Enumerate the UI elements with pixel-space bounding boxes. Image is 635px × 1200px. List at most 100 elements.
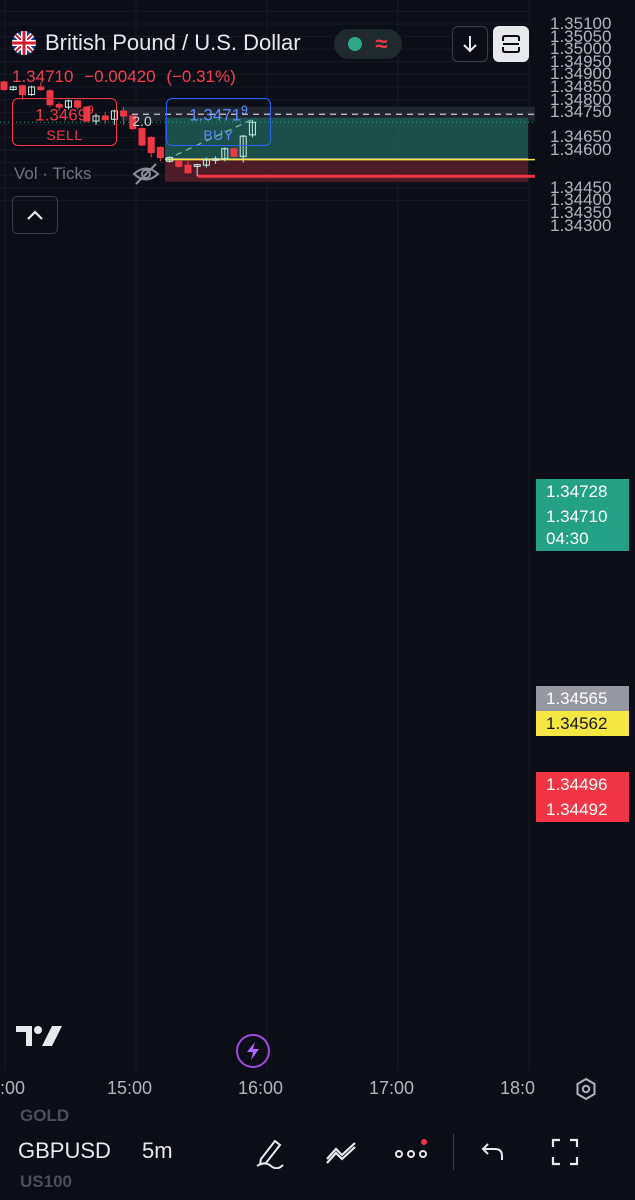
target-price-badge: 1.34728 — [536, 479, 629, 504]
price-change-row: 1.34710 −0.00420 (−0.31%) — [12, 67, 242, 87]
drawing-tools-button[interactable] — [252, 1134, 288, 1170]
volume-label: Vol · Ticks — [14, 164, 92, 183]
sell-price: 1.34699 — [35, 103, 94, 125]
candle-body — [28, 86, 36, 96]
last-price: 1.34710 — [12, 67, 74, 86]
candle-body — [202, 159, 210, 166]
current-price-badge: 1.34710 — [536, 504, 629, 529]
candle-body — [83, 106, 91, 122]
tradingview-logo — [16, 1024, 64, 1053]
fullscreen-icon — [551, 1138, 579, 1166]
undo-button[interactable] — [475, 1134, 511, 1170]
price-axis-label: 1.34850 — [550, 77, 612, 96]
candle-body — [0, 81, 8, 91]
candle-body — [230, 148, 238, 157]
buy-label: BUY — [203, 126, 234, 143]
candle-body — [101, 115, 109, 121]
wave-icon: ≈ — [375, 31, 388, 56]
pen-icon — [256, 1139, 284, 1169]
toolbar-divider — [453, 1134, 454, 1170]
eye-hidden-icon[interactable] — [131, 162, 161, 186]
symbol-scroller-next[interactable]: US100 — [20, 1172, 72, 1191]
price-axis-label: 1.34450 — [550, 177, 612, 197]
candle-body — [193, 164, 201, 167]
stop-price-badge: 1.34496 — [536, 772, 629, 797]
candlestick-chart[interactable] — [0, 0, 635, 1110]
price-axis-label: 1.34750 — [550, 102, 612, 122]
candle-body — [37, 86, 45, 91]
chevron-up-icon — [27, 210, 43, 220]
symbol-selector[interactable]: GBPUSD — [18, 1138, 111, 1163]
bottom-toolbar: GOLD GBPUSD US100 5m — [0, 1106, 635, 1200]
chart-area[interactable] — [0, 0, 635, 1110]
market-status-pill[interactable]: ≈ — [334, 29, 402, 59]
more-dots-icon — [395, 1139, 427, 1158]
bid-low-badge: 1.34492 — [536, 797, 629, 822]
price-axis-label: 1.34400 — [550, 190, 612, 210]
candle-body — [46, 90, 54, 106]
candle-body — [147, 136, 155, 154]
chart-fullscreen-button[interactable] — [493, 26, 529, 62]
collapse-legend-button[interactable] — [12, 196, 58, 234]
sell-label: SELL — [46, 126, 83, 143]
price-axis-label: 1.34650 — [550, 127, 612, 147]
projection-dashed-line — [165, 117, 257, 161]
sell-button[interactable]: 1.34699 SELL — [12, 98, 117, 146]
price-axis-label: 1.35100 — [550, 14, 612, 33]
buy-button[interactable]: 1.34719 BUY — [166, 98, 271, 146]
candle-body — [212, 158, 220, 161]
undo-icon — [481, 1143, 503, 1160]
candle-body — [156, 146, 164, 159]
candle-body — [9, 86, 17, 91]
instrument-title: British Pound / U.S. Dollar — [45, 30, 301, 55]
settings-gear-icon[interactable] — [574, 1077, 598, 1106]
time-label: 16:00 — [238, 1078, 284, 1098]
price-axis-label: 1.34350 — [550, 203, 612, 222]
more-options-button[interactable] — [393, 1134, 429, 1170]
price-axis-label: 1.35000 — [550, 39, 612, 59]
candle-countdown-badge: 04:30 — [536, 526, 629, 551]
candle-body — [92, 115, 100, 122]
time-label: 18:0 — [500, 1078, 536, 1098]
instrument-title-row[interactable]: British Pound / U.S. Dollar — [12, 30, 301, 56]
chart-header: British Pound / U.S. Dollar ≈ 1.34710 −0… — [0, 0, 540, 240]
candle-body — [74, 100, 82, 108]
price-axis-label: 1.34300 — [550, 215, 612, 235]
indicators-icon — [326, 1142, 356, 1164]
candle-body — [64, 100, 72, 108]
volume-indicator-row[interactable]: Vol · Ticks — [14, 162, 161, 186]
price-axis-label: 1.34800 — [550, 89, 612, 109]
candle-body — [221, 148, 229, 160]
spread-value: 2.0 — [132, 113, 152, 129]
price-axis-label: 1.35050 — [550, 26, 612, 46]
candle-body — [55, 104, 63, 108]
time-label: 15:00 — [107, 1078, 153, 1098]
candle-body — [120, 110, 128, 117]
candle-body — [184, 164, 192, 174]
symbol-scroller-prev[interactable]: GOLD — [20, 1106, 70, 1125]
buy-price: 1.34719 — [189, 103, 248, 125]
fullscreen-button[interactable] — [547, 1134, 583, 1170]
uk-flag-icon — [12, 31, 36, 55]
time-label: 17:00 — [369, 1078, 415, 1098]
price-axis-label: 1.34950 — [550, 51, 612, 71]
candle-body — [18, 85, 26, 96]
candle-body — [110, 110, 118, 120]
price-change-percent: (−0.31%) — [166, 67, 236, 86]
market-open-icon — [348, 37, 363, 51]
interval-selector[interactable]: 5m — [142, 1138, 173, 1163]
candle-body — [239, 135, 247, 157]
price-axis-label: 1.34900 — [550, 64, 612, 84]
indicators-button[interactable] — [323, 1134, 359, 1170]
download-button[interactable] — [452, 26, 488, 62]
horizontal-line-badge: 1.34562 — [536, 711, 629, 736]
candle-body — [248, 121, 256, 136]
time-label: :00 — [0, 1078, 26, 1098]
candle-body — [138, 128, 146, 146]
candle-body — [175, 160, 183, 167]
flash-icon[interactable] — [236, 1034, 270, 1068]
previous-position-zone — [121, 106, 535, 121]
arrow-down-icon — [463, 36, 477, 53]
price-change: −0.00420 — [84, 67, 156, 86]
profit-zone — [165, 117, 528, 159]
